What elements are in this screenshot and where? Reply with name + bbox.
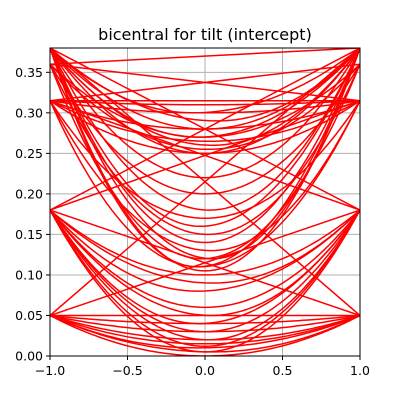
curve-line	[50, 314, 360, 356]
curve-line	[50, 209, 360, 276]
curve-line	[50, 99, 360, 114]
curve-line	[50, 63, 360, 236]
grid-lines	[49, 48, 361, 357]
curve-line	[50, 314, 360, 333]
curve-line	[50, 314, 360, 353]
x-tick-label: 1.0	[350, 363, 370, 378]
curve-line	[50, 314, 360, 349]
curve-line	[50, 63, 360, 138]
x-tick-label: −1.0	[35, 363, 65, 378]
y-tick-label: 0.15	[15, 227, 43, 242]
cross-line	[50, 63, 360, 102]
curve-line	[50, 63, 360, 151]
y-tick-label: 0.30	[15, 105, 43, 120]
y-tick-label: 0.25	[15, 146, 43, 161]
curve-line	[50, 99, 360, 106]
curve-line	[50, 100, 360, 155]
curve-line	[50, 209, 360, 309]
x-tick-label: 0.0	[195, 363, 215, 378]
curve-line	[50, 100, 360, 268]
curve-line	[50, 209, 360, 284]
curve-line	[50, 100, 360, 142]
curve-line	[50, 209, 360, 292]
y-tick-label: 0.10	[15, 267, 43, 282]
curve-line	[50, 314, 360, 341]
curve-line	[50, 100, 360, 219]
curve-line	[50, 100, 360, 252]
x-tick-label: 0.5	[273, 363, 293, 378]
y-tick-label: 0.35	[15, 65, 43, 80]
curve-line	[50, 48, 360, 179]
x-tick-label: −0.5	[112, 363, 142, 378]
y-tick-label: 0.00	[15, 349, 43, 364]
y-tick-label: 0.20	[15, 186, 43, 201]
chart-title: bicentral for tilt (intercept)	[98, 25, 312, 44]
curve-line	[50, 314, 360, 325]
axis-ticks: −1.0 −0.5 0.0 0.5 1.0 0.00 0.05 0.10 0.15 0.20 0.2…	[15, 65, 370, 378]
cross-line	[50, 99, 360, 211]
curve-line	[50, 48, 360, 228]
curve-line	[50, 63, 360, 195]
cross-line	[50, 209, 360, 317]
curve-line	[50, 209, 360, 348]
cross-line	[50, 48, 360, 317]
curve-line	[50, 314, 360, 345]
y-tick-label: 0.05	[15, 308, 43, 323]
cross-line	[50, 48, 360, 65]
curve-line	[50, 63, 360, 260]
cross-line	[50, 48, 360, 211]
data-curves	[50, 48, 360, 356]
